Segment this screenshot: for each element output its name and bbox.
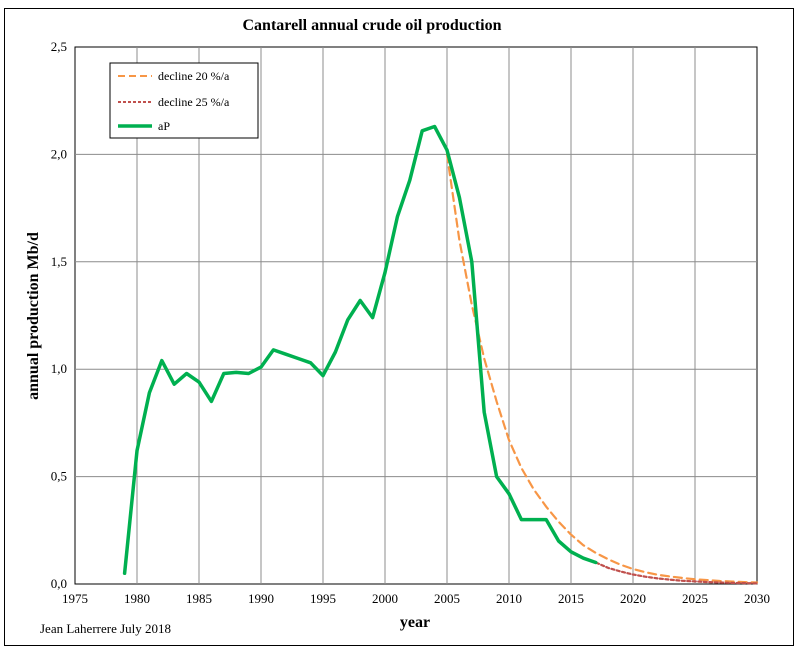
x-tick-label: 2000 xyxy=(372,591,398,606)
x-tick-label: 1975 xyxy=(62,591,88,606)
credit-text: Jean Laherrere July 2018 xyxy=(40,621,171,636)
x-tick-label: 2020 xyxy=(620,591,646,606)
x-tick-label: 1990 xyxy=(248,591,274,606)
x-axis-ticks: 1975 1980 1985 1990 1995 2000 2005 2010 2015 2020… xyxy=(62,591,770,606)
x-tick-label: 2005 xyxy=(434,591,460,606)
y-tick-label: 2,5 xyxy=(51,39,67,54)
series-lines xyxy=(122,124,759,585)
y-tick-label: 1,5 xyxy=(51,254,67,269)
y-tick-label: 0,5 xyxy=(51,469,67,484)
y-tick-label: 2,0 xyxy=(51,146,67,161)
x-tick-label: 2030 xyxy=(744,591,770,606)
legend-label-decline-20: decline 20 %/a xyxy=(158,69,230,83)
series-line-decline-20-a xyxy=(445,153,759,584)
x-axis-title: year xyxy=(400,614,430,631)
chart-title: Cantarell annual crude oil production xyxy=(243,17,502,34)
x-tick-label: 2010 xyxy=(496,591,522,606)
y-tick-label: 1,0 xyxy=(51,361,67,376)
legend-label-ap: aP xyxy=(158,119,170,133)
x-tick-label: 1995 xyxy=(310,591,336,606)
x-tick-label: 1985 xyxy=(186,591,212,606)
y-axis-ticks: 0,0 0,5 1,0 1,5 2,0 2,5 xyxy=(51,39,67,591)
x-tick-label: 1980 xyxy=(124,591,150,606)
legend-label-decline-25: decline 25 %/a xyxy=(158,95,230,109)
x-tick-label: 2025 xyxy=(682,591,708,606)
grid-lines xyxy=(75,47,757,584)
legend: decline 20 %/a decline 25 %/a aP xyxy=(109,62,259,139)
series-line-decline-25-a xyxy=(569,550,759,585)
y-axis-title: annual production Mb/d xyxy=(25,232,42,400)
x-tick-label: 2015 xyxy=(558,591,584,606)
y-tick-label: 0,0 xyxy=(51,576,67,591)
series-line-ap xyxy=(122,124,598,576)
